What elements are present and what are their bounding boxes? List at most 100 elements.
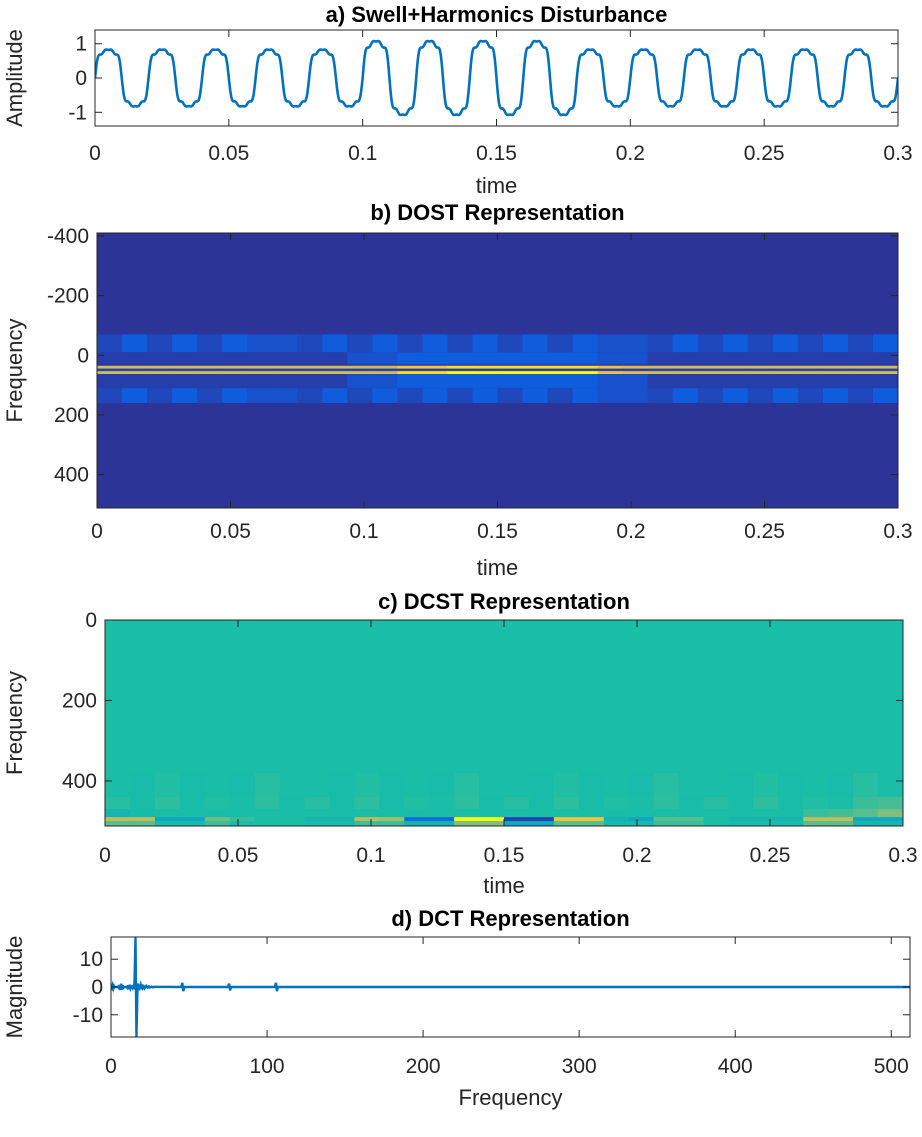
heatmap-cell <box>347 371 373 375</box>
dct-line <box>111 937 910 1037</box>
subplot-title: b) DOST Representation <box>370 200 624 225</box>
heatmap-cell <box>847 371 874 375</box>
heatmap-cell <box>447 334 473 353</box>
heatmap-cell <box>772 352 799 365</box>
heatmap-cell <box>147 388 173 404</box>
heatmap-cell <box>753 809 779 818</box>
heatmap-cell <box>272 352 298 365</box>
heatmap-cell <box>422 371 448 375</box>
heatmap-cell <box>728 772 754 798</box>
heatmap-cell <box>772 334 799 353</box>
heatmap-cell <box>703 809 729 818</box>
x-tick-label: 0.2 <box>616 520 645 543</box>
heatmap-cell <box>397 368 423 372</box>
heatmap-cell <box>697 334 724 353</box>
heatmap-cell <box>647 352 674 365</box>
heatmap-cell <box>878 817 903 822</box>
heatmap-cell <box>572 374 599 389</box>
heatmap-cell <box>272 371 298 375</box>
heatmap-cell <box>304 772 330 798</box>
heatmap-cell <box>247 371 273 375</box>
heatmap-cell <box>504 797 530 810</box>
heatmap-cell <box>147 334 173 353</box>
heatmap-cell <box>272 365 298 369</box>
heatmap-cell <box>147 352 173 365</box>
heatmap-cell <box>597 334 624 353</box>
heatmap-cell <box>504 821 530 826</box>
heatmap-cell <box>803 817 829 822</box>
heatmap-cell <box>722 365 749 369</box>
heatmap-cell <box>97 334 123 353</box>
heatmap-cell <box>354 772 380 798</box>
heatmap-cell <box>97 374 123 389</box>
heatmap-cell <box>603 821 630 826</box>
heatmap-cell <box>653 797 680 810</box>
heatmap-cell <box>272 374 298 389</box>
heatmap-cell <box>797 365 824 369</box>
heatmap-cell <box>753 821 779 826</box>
x-tick-label: 0.15 <box>477 520 518 543</box>
heatmap-cell <box>778 821 804 826</box>
heatmap-cell <box>672 352 699 365</box>
heatmap-cell <box>247 368 273 372</box>
heatmap-cell <box>347 334 373 353</box>
heatmap-cell <box>697 365 724 369</box>
heatmap-cell <box>179 817 206 822</box>
heatmap-cell <box>404 772 430 798</box>
heatmap-cell <box>878 821 903 826</box>
y-tick-label: -1 <box>68 101 87 124</box>
heatmap-cell <box>497 334 524 353</box>
y-tick-label: 0 <box>85 609 97 632</box>
heatmap-cell <box>247 352 273 365</box>
heatmap-cell <box>105 821 131 826</box>
heatmap-cell <box>397 374 423 389</box>
heatmap-cell <box>372 388 398 404</box>
heatmap-cell <box>853 772 879 798</box>
heatmap-cell <box>129 809 156 818</box>
heatmap-cell <box>454 817 480 822</box>
heatmap-cell <box>129 821 156 826</box>
heatmap-cell <box>272 334 298 353</box>
heatmap-cell <box>122 374 148 389</box>
heatmap-cell <box>304 817 330 822</box>
heatmap-cell <box>472 371 498 375</box>
heatmap-cell <box>853 797 879 810</box>
heatmap-cell <box>572 352 599 365</box>
x-tick-label: 400 <box>718 1055 753 1078</box>
heatmap-cell <box>197 371 223 375</box>
signal-line <box>95 39 898 117</box>
heatmap-cell <box>122 368 148 372</box>
heatmap-cell <box>329 809 355 818</box>
heatmap-cell <box>822 368 849 372</box>
y-tick-label: 1 <box>75 33 87 56</box>
heatmap-cell <box>229 797 256 810</box>
heatmap-cell <box>872 374 898 389</box>
heatmap-cell <box>454 809 480 818</box>
heatmap-cell <box>204 821 231 826</box>
heatmap-cell <box>653 809 680 818</box>
x-tick-label: 0.3 <box>888 844 917 867</box>
heatmap-cell <box>497 388 524 404</box>
heatmap-cell <box>447 371 473 375</box>
heatmap-cell <box>397 388 423 404</box>
frequency-axis-label: Frequency <box>2 671 27 775</box>
heatmap-cell <box>722 368 749 372</box>
heatmap-cell <box>622 371 649 375</box>
heatmap-cell <box>479 821 505 826</box>
heatmap-cell <box>347 365 373 369</box>
heatmap-cell <box>354 797 380 810</box>
x-tick-label: 0.2 <box>616 142 645 165</box>
y-tick-label: 10 <box>80 948 103 971</box>
heatmap-cell <box>847 388 874 404</box>
heatmap-cell <box>172 334 198 353</box>
heatmap-cell <box>279 809 305 818</box>
heatmap-cell <box>247 374 273 389</box>
heatmap-cell <box>703 797 729 810</box>
heatmap-cell <box>379 809 405 818</box>
heatmap-cell <box>828 772 854 798</box>
subplot-title: c) DCST Representation <box>378 589 630 614</box>
y-tick-label: 400 <box>54 464 89 487</box>
heatmap-cell <box>797 388 824 404</box>
heatmap-cell <box>547 334 574 353</box>
heatmap-cell <box>653 821 680 826</box>
